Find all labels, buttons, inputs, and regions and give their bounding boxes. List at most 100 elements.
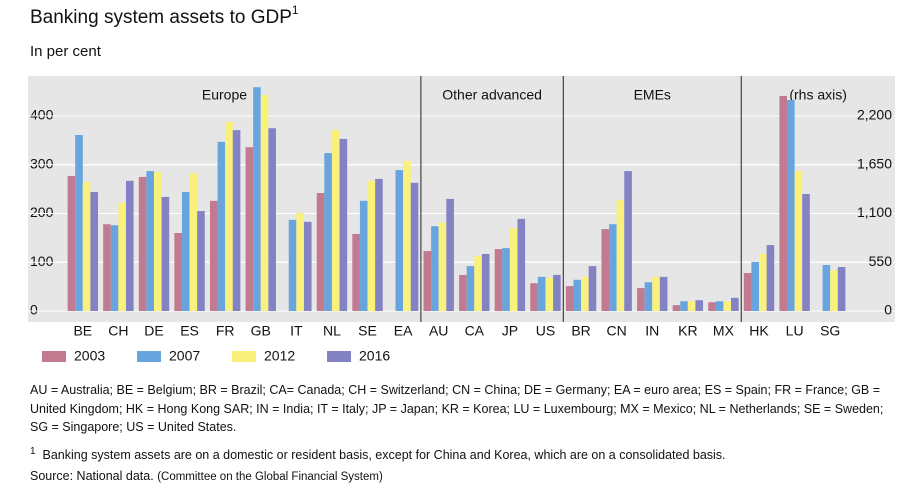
bar (573, 279, 582, 311)
bar (609, 224, 617, 311)
bar (367, 180, 376, 311)
bar (232, 130, 241, 311)
x-tick-label: CA (465, 323, 485, 339)
title-text: Banking system assets to GDP (30, 7, 292, 28)
x-tick-label: GB (251, 323, 271, 339)
legend-label: 2016 (359, 348, 390, 364)
bar (779, 95, 788, 311)
y-tick-label: 100 (30, 253, 54, 269)
x-tick-label: FR (216, 323, 235, 339)
y2-tick-label: 2,200 (857, 107, 892, 123)
bar (90, 192, 98, 311)
bar (197, 211, 205, 311)
bar (616, 199, 625, 311)
bar (118, 202, 126, 311)
bar (181, 192, 190, 311)
bar (125, 180, 134, 311)
legend-swatch (137, 351, 161, 362)
chart-subtitle: In per cent (30, 43, 102, 60)
footnote-text: Banking system assets are on a domestic … (42, 448, 726, 463)
bar (695, 300, 704, 311)
bar (110, 225, 119, 311)
bar (751, 261, 760, 311)
bar (759, 254, 767, 311)
x-tick-label: BR (571, 323, 590, 339)
x-tick-label: IT (290, 323, 303, 339)
bar (303, 221, 312, 311)
bar (138, 176, 147, 311)
y-tick-label: 200 (30, 204, 54, 220)
group-label: EMEs (634, 87, 671, 103)
bar (410, 182, 419, 311)
x-tick-label: SE (358, 323, 377, 339)
bar (153, 172, 162, 311)
group-label: Other advanced (442, 87, 542, 103)
x-tick-label: KR (678, 323, 697, 339)
x-tick-label: JP (502, 323, 518, 339)
x-tick-label: MX (713, 323, 735, 339)
bar (209, 200, 218, 311)
bar (509, 228, 518, 311)
bar (67, 175, 76, 311)
bar (545, 277, 554, 311)
bar (822, 264, 831, 311)
bar (217, 141, 226, 311)
x-tick-label: LU (786, 323, 804, 339)
x-tick-label: IN (645, 323, 659, 339)
x-tick-label: US (536, 323, 555, 339)
bar (837, 267, 846, 311)
bar (588, 266, 597, 311)
x-tick-label: EA (394, 323, 413, 339)
bar (466, 266, 475, 311)
bar (359, 200, 368, 311)
bar (502, 248, 510, 311)
bar (103, 224, 111, 311)
bar (731, 297, 739, 311)
bar (316, 193, 325, 311)
bar (339, 138, 348, 311)
bar (708, 302, 716, 311)
y2-tick-label: 1,650 (857, 155, 892, 171)
footnote: 1 Banking system assets are on a domesti… (30, 443, 900, 465)
bar (537, 276, 546, 311)
y2-tick-label: 1,100 (857, 204, 892, 220)
bar (288, 219, 297, 311)
bar (517, 218, 526, 311)
bar (581, 276, 589, 311)
credit: (Committee on the Global Financial Syste… (157, 471, 383, 483)
bar (446, 198, 454, 311)
bar (637, 288, 645, 311)
x-tick-label: ES (180, 323, 199, 339)
bar (161, 196, 170, 311)
bar (324, 153, 332, 311)
x-tick-label: SG (820, 323, 840, 339)
bar (189, 173, 198, 311)
bar (375, 178, 383, 311)
bar (723, 301, 732, 311)
bar (225, 121, 233, 311)
y2-tick-label: 550 (869, 253, 893, 269)
bar (687, 301, 696, 311)
legend-label: 2012 (264, 348, 295, 364)
x-tick-label: CN (607, 323, 627, 339)
legend-swatch (327, 351, 351, 362)
x-tick-label: NL (323, 323, 341, 339)
y2-tick-label: 0 (884, 302, 892, 318)
group-label: (rhs axis) (789, 87, 847, 103)
bar (672, 305, 681, 311)
bar (245, 147, 254, 311)
bar (352, 233, 360, 311)
bar (830, 270, 838, 311)
y-tick-label: 300 (30, 155, 54, 171)
bar (296, 213, 304, 311)
chart-title: Banking system assets to GDP1 (30, 3, 299, 28)
x-tick-label: BE (73, 323, 92, 339)
x-tick-label: CH (108, 323, 128, 339)
bar (331, 130, 340, 311)
bar (553, 274, 561, 311)
bar (75, 135, 83, 311)
bar (253, 87, 261, 311)
bar (652, 276, 660, 311)
source: Source: National data. (Committee on the… (30, 467, 900, 487)
bar (794, 170, 803, 311)
